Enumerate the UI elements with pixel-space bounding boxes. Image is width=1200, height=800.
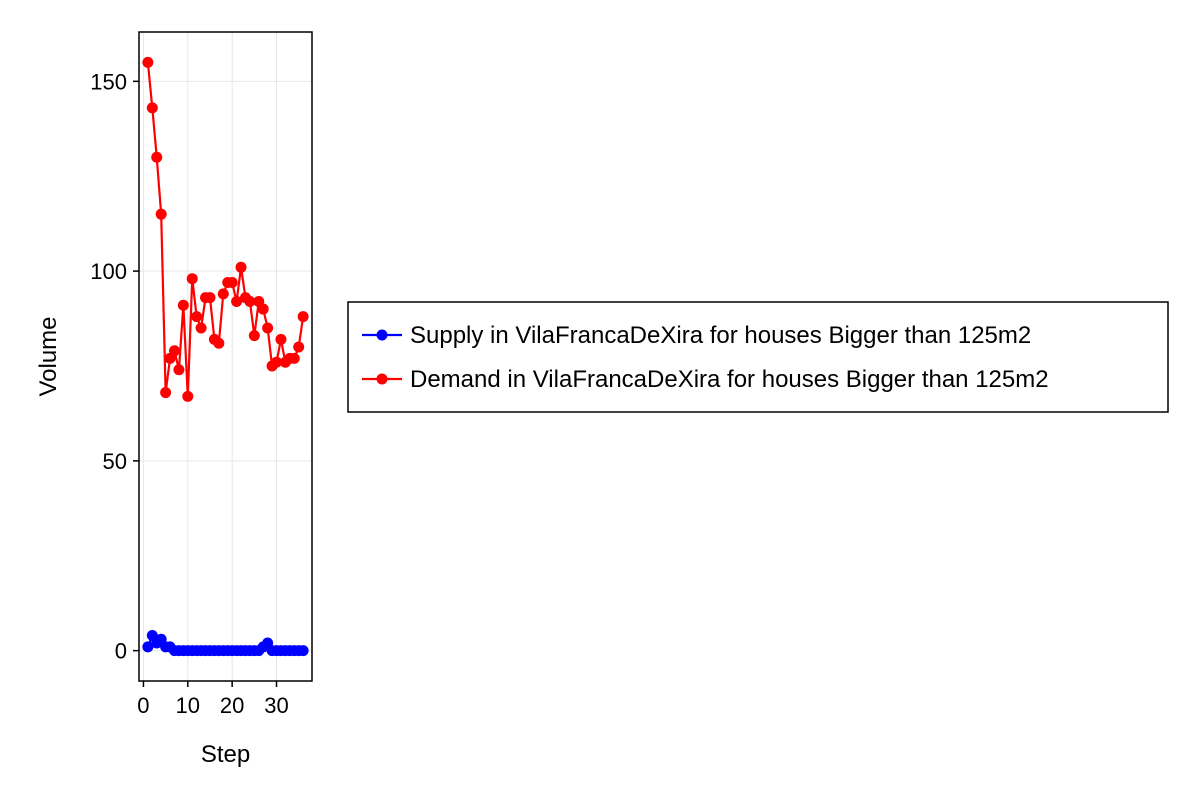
y-tick-label: 100: [90, 259, 127, 284]
axis-ticks: 0 10 20 30 0 50 100 150: [90, 69, 288, 718]
y-axis-title: Volume: [35, 316, 62, 396]
data-point: [297, 311, 309, 323]
data-point: [186, 273, 198, 285]
data-point: [191, 311, 203, 323]
legend-item-1: Demand in VilaFrancaDeXira for houses Bi…: [362, 366, 1049, 393]
data-point: [257, 303, 269, 315]
y-tick-label: 50: [103, 449, 127, 474]
data-point: [226, 276, 238, 288]
data-point: [235, 261, 247, 273]
legend-box: [347, 301, 1169, 413]
data-point: [195, 322, 207, 334]
data-point: [160, 387, 172, 399]
x-axis-title: Step: [201, 741, 250, 768]
data-point: [217, 288, 229, 300]
data-point: [177, 299, 189, 311]
series-line: [146, 62, 305, 397]
data-point: [173, 364, 185, 376]
data-point: [244, 295, 256, 307]
data-point: [271, 356, 283, 368]
data-point: [142, 56, 154, 68]
legend-item-0: Supply in VilaFrancaDeXira for houses Bi…: [362, 322, 1031, 349]
data-point: [146, 102, 158, 114]
data-point: [288, 352, 300, 364]
y-tick-label: 0: [115, 639, 127, 664]
legend-label: Demand in VilaFrancaDeXira for houses Bi…: [410, 366, 1049, 393]
series-layer: [142, 56, 309, 657]
legend: Supply in VilaFrancaDeXira for houses Bi…: [347, 301, 1169, 413]
data-point: [297, 645, 309, 657]
series-0: [142, 629, 309, 657]
x-tick-label: 10: [176, 693, 200, 718]
data-point: [155, 208, 167, 220]
x-tick-label: 20: [220, 693, 244, 718]
data-point: [275, 333, 287, 345]
data-point: [204, 292, 216, 304]
data-point: [182, 390, 194, 402]
x-tick-label: 0: [137, 693, 149, 718]
data-point: [248, 330, 260, 342]
series-1: [142, 56, 309, 402]
y-tick-label: 150: [90, 69, 127, 94]
data-point: [151, 151, 163, 163]
plot-frame: [138, 31, 313, 682]
data-point: [231, 295, 243, 307]
data-point: [262, 322, 274, 334]
x-tick-label: 30: [264, 693, 288, 718]
legend-marker: [376, 329, 388, 341]
legend-label: Supply in VilaFrancaDeXira for houses Bi…: [410, 322, 1031, 349]
data-point: [142, 641, 154, 653]
legend-marker: [376, 373, 388, 385]
data-point: [293, 341, 305, 353]
data-point: [168, 345, 180, 357]
data-point: [213, 337, 225, 349]
